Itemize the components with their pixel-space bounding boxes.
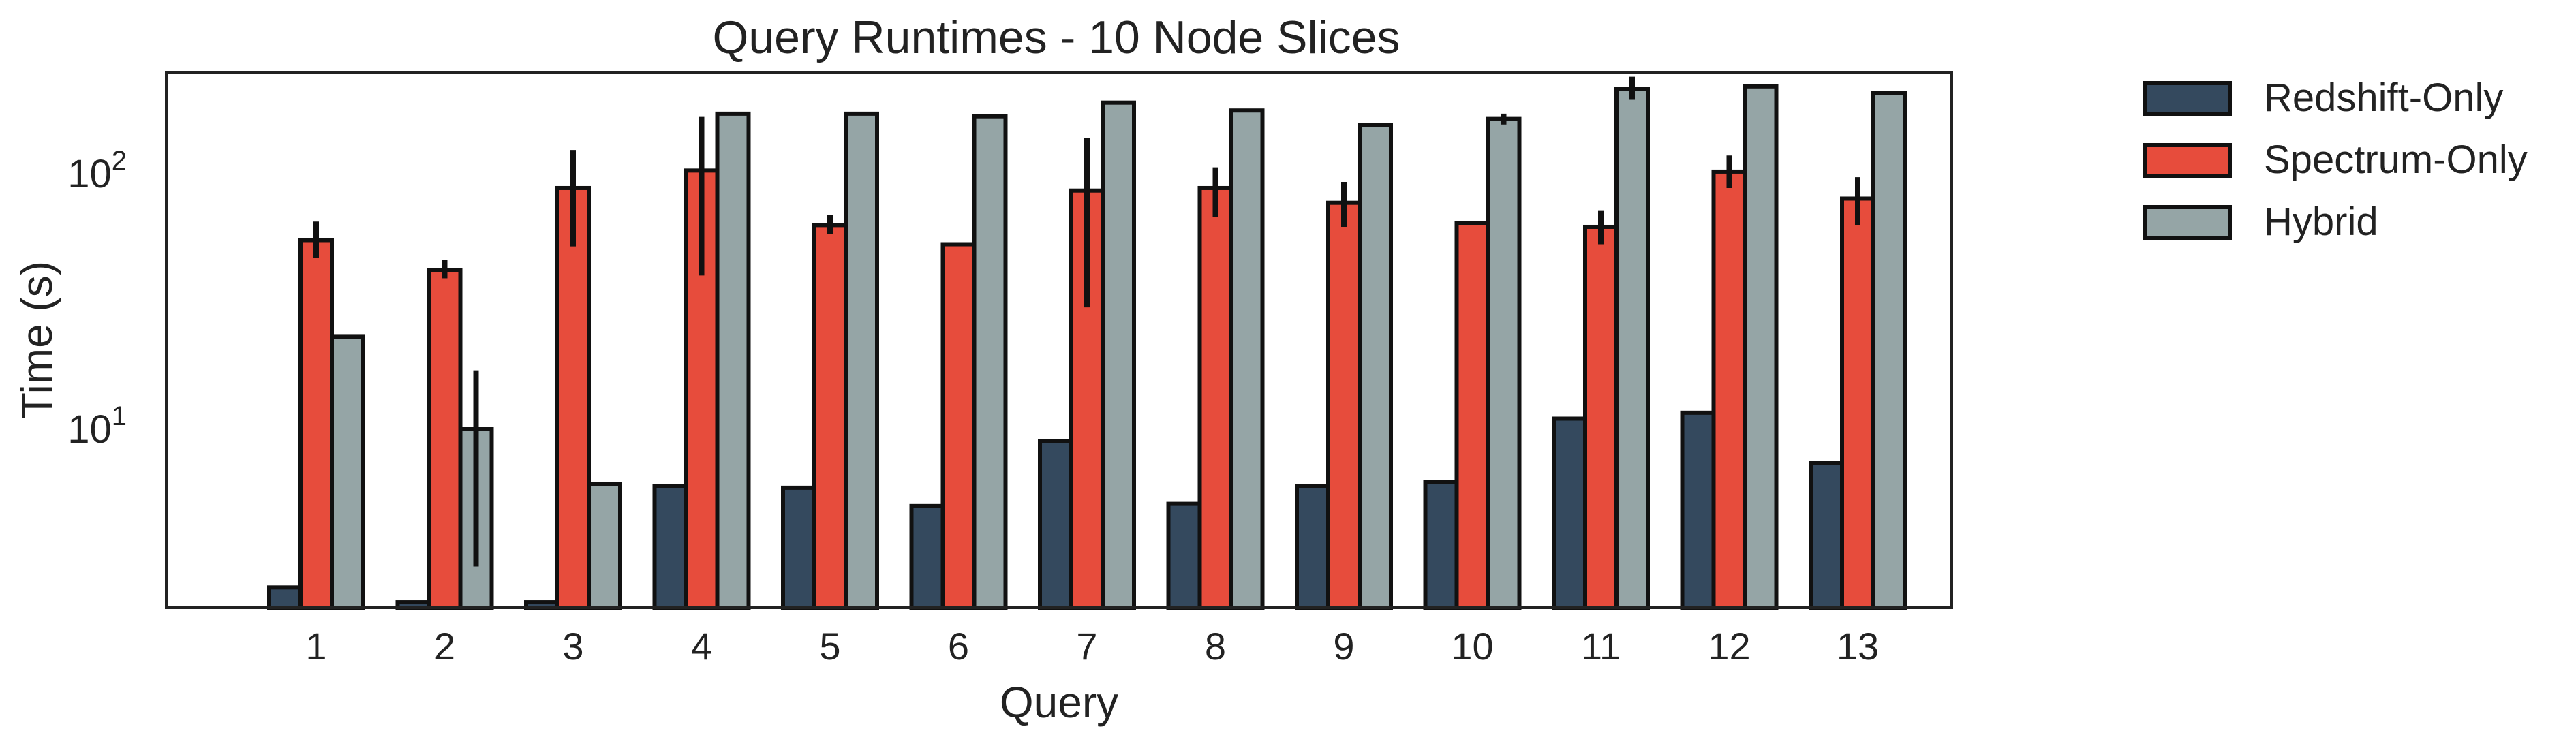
bar-spectrum-only-q1 xyxy=(298,238,334,610)
bar-spectrum-only-q12 xyxy=(1711,169,1747,610)
plot-frame xyxy=(165,71,1953,609)
bar-redshift-only-q1 xyxy=(267,585,303,610)
x-tick-label: 6 xyxy=(948,625,969,668)
bar-redshift-only-q10 xyxy=(1423,480,1459,610)
bar-spectrum-only-q8 xyxy=(1197,185,1233,610)
y-axis-label: Time (s) xyxy=(12,261,61,419)
bar-spectrum-only-q5 xyxy=(812,223,848,610)
bar-redshift-only-q7 xyxy=(1038,439,1073,610)
bar-hybrid-q7 xyxy=(1101,100,1136,610)
x-tick-label: 8 xyxy=(1205,625,1226,668)
bar-redshift-only-q4 xyxy=(652,484,688,610)
bar-hybrid-q1 xyxy=(330,334,365,610)
y-tick-label: 102 xyxy=(67,146,127,196)
bar-spectrum-only-q11 xyxy=(1583,224,1619,610)
x-tick-label: 1 xyxy=(305,625,326,668)
x-tick-label: 5 xyxy=(819,625,840,668)
bar-spectrum-only-q9 xyxy=(1326,200,1362,610)
bar-redshift-only-q8 xyxy=(1166,501,1202,610)
legend-swatch-hybrid xyxy=(2143,205,2232,240)
bar-redshift-only-q13 xyxy=(1809,461,1844,610)
bar-hybrid-q5 xyxy=(844,111,879,610)
bar-redshift-only-q12 xyxy=(1680,410,1716,610)
bar-spectrum-only-q6 xyxy=(940,242,977,610)
bar-redshift-only-q9 xyxy=(1295,484,1330,610)
bars-layer xyxy=(267,84,1907,610)
bar-hybrid-q11 xyxy=(1614,87,1650,610)
x-tick-label: 10 xyxy=(1451,625,1493,668)
legend-swatch-spectrum-only xyxy=(2143,143,2232,178)
y-tick-label: 101 xyxy=(67,401,127,452)
legend-label-redshift-only: Redshift-Only xyxy=(2264,76,2503,120)
bar-hybrid-q6 xyxy=(972,114,1008,610)
bar-spectrum-only-q2 xyxy=(427,268,463,610)
legend: Redshift-Only Spectrum-Only Hybrid xyxy=(2143,76,2528,244)
x-tick-label: 12 xyxy=(1708,625,1750,668)
bar-hybrid-q3 xyxy=(587,482,622,610)
bar-redshift-only-q11 xyxy=(1552,416,1587,610)
bar-spectrum-only-q10 xyxy=(1454,221,1490,610)
bar-hybrid-q10 xyxy=(1486,116,1522,610)
x-tick-label: 3 xyxy=(562,625,583,668)
legend-swatch-redshift-only xyxy=(2143,81,2232,116)
legend-label-hybrid: Hybrid xyxy=(2264,200,2378,244)
bar-hybrid-q8 xyxy=(1229,108,1265,610)
y-tick-labels: 101 102 xyxy=(67,146,127,452)
bar-spectrum-only-q3 xyxy=(555,185,591,610)
x-tick-label: 13 xyxy=(1837,625,1879,668)
bar-redshift-only-q6 xyxy=(909,503,945,610)
bar-hybrid-q9 xyxy=(1358,123,1393,610)
x-tick-label: 11 xyxy=(1581,625,1621,668)
x-tick-labels: 1 2 3 4 5 6 7 8 9 10 11 12 13 xyxy=(305,625,1879,668)
bar-spectrum-only-q13 xyxy=(1840,196,1875,610)
x-tick-label: 2 xyxy=(434,625,455,668)
chart-title: Query Runtimes - 10 Node Slices xyxy=(712,12,1400,63)
x-axis-label: Query xyxy=(1000,678,1118,727)
bar-redshift-only-q5 xyxy=(781,485,816,610)
x-tick-label: 4 xyxy=(691,625,712,668)
x-tick-label: 7 xyxy=(1076,625,1097,668)
bar-hybrid-q13 xyxy=(1871,91,1907,610)
x-tick-label: 9 xyxy=(1333,625,1354,668)
bar-hybrid-q12 xyxy=(1743,84,1779,610)
legend-label-spectrum-only: Spectrum-Only xyxy=(2264,138,2528,182)
bar-hybrid-q4 xyxy=(715,111,751,610)
error-bars-layer xyxy=(313,76,1860,604)
